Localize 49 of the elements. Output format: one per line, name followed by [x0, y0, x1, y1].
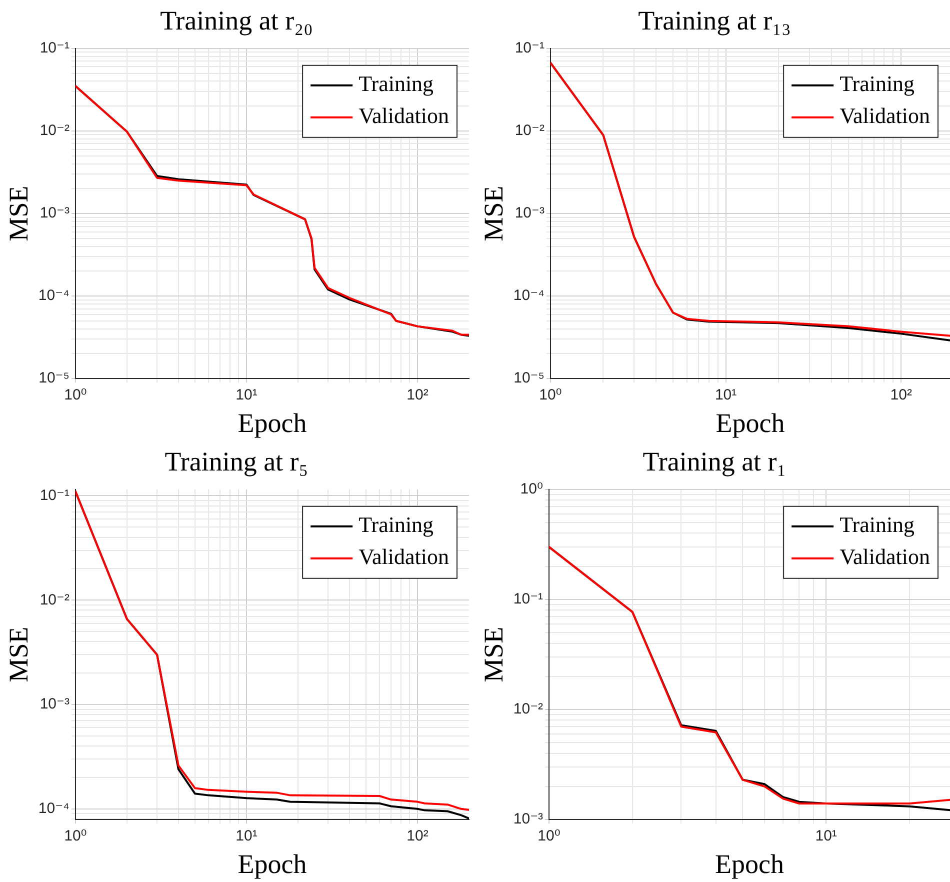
y-tick-label: 10⁻² — [513, 700, 543, 718]
x-tick-label: 10⁰ — [64, 386, 87, 404]
y-tick-label: 10⁻⁴ — [38, 287, 70, 304]
y-tick-label: 10⁻¹ — [514, 40, 544, 57]
y-tick-label: 10⁻³ — [40, 696, 70, 713]
chart-title: Training at r₂₀ — [160, 5, 313, 36]
x-axis-title: Epoch — [716, 408, 786, 438]
y-tick-label: 10⁻² — [40, 122, 70, 140]
legend-label: Validation — [840, 103, 930, 128]
x-tick-label: 10⁰ — [64, 828, 87, 845]
y-tick-label: 10⁻⁴ — [513, 287, 544, 304]
y-tick-label: 10⁻¹ — [40, 40, 70, 57]
y-tick-label: 10⁰ — [520, 480, 543, 498]
legend-label: Training — [840, 71, 915, 96]
chart-title: Training at r₅ — [164, 446, 308, 476]
x-axis-title: Epoch — [238, 408, 308, 438]
x-tick-label: 10⁰ — [539, 386, 562, 404]
y-tick-label: 10⁻⁵ — [514, 370, 544, 387]
y-tick-label: 10⁻² — [40, 591, 70, 608]
legend-label: Validation — [840, 544, 930, 570]
x-tick-label: 10¹ — [815, 828, 837, 845]
x-axis-title: Epoch — [238, 848, 308, 879]
chart-title: Training at r₁ — [642, 446, 786, 476]
legend-label: Training — [358, 512, 434, 538]
y-axis-title: MSE — [478, 186, 508, 242]
y-tick-label: 10⁻⁵ — [38, 370, 70, 387]
y-tick-label: 10⁻¹ — [40, 486, 70, 504]
x-tick-label: 10² — [406, 828, 428, 845]
legend-label: Validation — [358, 103, 450, 128]
y-axis-title: MSE — [478, 626, 508, 682]
y-tick-label: 10⁻¹ — [513, 590, 543, 608]
x-tick-label: 10¹ — [236, 386, 258, 404]
x-tick-label: 10¹ — [714, 386, 737, 404]
y-tick-label: 10⁻³ — [514, 204, 544, 222]
y-axis-title: MSE — [3, 186, 34, 242]
legend-label: Training — [358, 71, 434, 96]
y-tick-label: 10⁻⁴ — [38, 800, 70, 818]
legend-label: Validation — [358, 544, 450, 570]
x-tick-label: 10² — [890, 386, 912, 404]
x-tick-label: 10² — [406, 386, 428, 404]
y-axis-title: MSE — [3, 626, 34, 682]
legend-label: Training — [840, 512, 915, 538]
y-tick-label: 10⁻³ — [513, 810, 543, 828]
x-tick-label: 10¹ — [236, 828, 258, 845]
x-tick-label: 10⁰ — [538, 828, 560, 845]
y-tick-label: 10⁻² — [514, 122, 544, 140]
chart-title: Training at r₁₃ — [638, 5, 791, 36]
y-tick-label: 10⁻³ — [40, 204, 70, 222]
x-axis-title: Epoch — [715, 848, 784, 879]
